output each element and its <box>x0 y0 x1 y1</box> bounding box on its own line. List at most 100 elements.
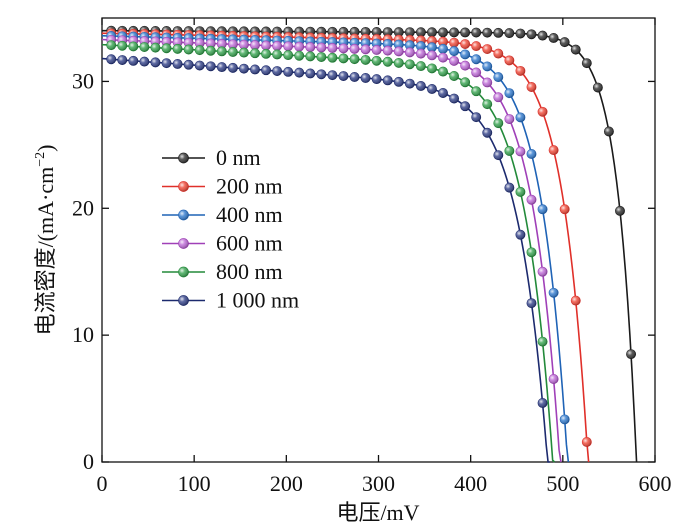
data-point-shine <box>338 43 349 53</box>
data-point-shine <box>394 77 404 87</box>
y-tick-label: 0 <box>83 449 94 474</box>
series-line <box>101 38 562 463</box>
data-point-shine <box>471 27 481 38</box>
data-point-shine <box>405 59 415 69</box>
data-point-shine <box>228 39 238 49</box>
data-point-shine <box>560 37 570 47</box>
series-5 <box>101 54 550 463</box>
data-point-shine <box>460 27 470 38</box>
data-point-shine <box>537 398 548 408</box>
data-point-shine <box>150 57 161 67</box>
data-point-shine <box>471 67 481 78</box>
data-point-shine <box>184 38 194 48</box>
data-point-shine <box>427 27 437 37</box>
data-point-shine <box>493 48 503 59</box>
data-point-shine <box>471 112 481 122</box>
data-point-shine <box>349 44 360 54</box>
legend-label: 800 nm <box>216 259 283 284</box>
data-point-shine <box>515 28 526 39</box>
y-tick-label: 10 <box>72 322 94 347</box>
data-point-shine <box>305 51 315 61</box>
y-axis-title-close: ) <box>33 145 58 152</box>
data-point-shine <box>460 49 470 60</box>
data-point-shine <box>416 27 426 37</box>
data-point-shine <box>449 27 459 37</box>
data-point-shine <box>250 48 260 58</box>
data-point-shine <box>449 93 459 104</box>
data-point-shine <box>526 149 537 159</box>
data-point-shine <box>128 56 138 66</box>
data-point-shine <box>449 71 459 81</box>
data-point-shine <box>294 68 304 78</box>
data-point-shine <box>195 45 205 55</box>
data-point-shine <box>526 29 537 39</box>
data-point-shine <box>416 49 426 59</box>
series-line <box>101 57 550 463</box>
data-point-shine <box>383 57 393 67</box>
data-point-shine <box>184 44 194 55</box>
y-axis-title: 电流密度/(mA·cm−2) <box>33 145 58 336</box>
data-point-shine <box>504 28 514 38</box>
data-point-shine <box>482 128 492 138</box>
series-4 <box>101 40 556 463</box>
data-point-shine <box>217 46 227 56</box>
series-0 <box>101 25 638 463</box>
data-point-shine <box>427 63 437 74</box>
data-point-shine <box>383 27 393 37</box>
data-point-shine <box>482 44 492 54</box>
data-point-shine <box>604 126 614 137</box>
data-point-shine <box>471 86 481 96</box>
data-point-shine <box>571 296 581 306</box>
data-point-shine <box>239 48 249 58</box>
data-point-shine <box>261 49 271 59</box>
data-point-shine <box>206 38 216 49</box>
data-point-shine <box>195 38 205 48</box>
data-point-shine <box>438 66 448 77</box>
data-point-shine <box>449 38 459 48</box>
data-point-shine <box>161 43 172 53</box>
series-1 <box>101 28 592 463</box>
data-point-shine <box>106 40 116 50</box>
ticks-layer: 0 100 200 300 400 500 600 0 10 20 30 <box>72 18 672 496</box>
data-point-shine <box>427 50 437 60</box>
data-point-shine <box>537 31 548 41</box>
data-point-shine <box>416 41 426 51</box>
data-point-shine <box>493 72 503 82</box>
data-point-shine <box>405 27 415 37</box>
data-point-shine <box>549 374 559 384</box>
data-point-shine <box>228 63 238 73</box>
legend-marker-shine <box>178 295 189 306</box>
data-point-shine <box>294 51 304 61</box>
data-point-shine <box>504 183 514 193</box>
legend-label: 600 nm <box>216 231 283 256</box>
data-point-shine <box>582 437 592 447</box>
data-point-shine <box>316 42 326 53</box>
data-point-shine <box>228 47 238 57</box>
data-point-shine <box>427 84 437 94</box>
data-point-shine <box>394 46 404 56</box>
data-point-shine <box>184 60 194 70</box>
data-point-shine <box>593 82 603 93</box>
data-point-shine <box>427 42 437 52</box>
data-point-shine <box>571 45 581 55</box>
legend-label: 1 000 nm <box>216 288 299 313</box>
y-tick-label: 20 <box>72 195 94 220</box>
data-point-shine <box>504 88 514 98</box>
data-point-shine <box>327 70 338 80</box>
data-point-shine <box>449 56 459 66</box>
legend-marker-shine <box>178 210 189 220</box>
x-tick-label: 200 <box>270 471 303 496</box>
data-point-shine <box>526 195 537 205</box>
data-point-shine <box>537 204 548 214</box>
data-point-shine <box>372 74 382 84</box>
x-tick-label: 600 <box>639 471 672 496</box>
data-point-shine <box>349 72 360 82</box>
data-point-shine <box>405 79 415 89</box>
data-point-shine <box>504 55 514 66</box>
data-point-shine <box>272 41 282 51</box>
data-point-shine <box>526 298 537 308</box>
data-point-shine <box>582 58 592 68</box>
data-point-shine <box>416 61 426 71</box>
data-point-shine <box>349 54 360 64</box>
data-point-shine <box>460 101 470 111</box>
